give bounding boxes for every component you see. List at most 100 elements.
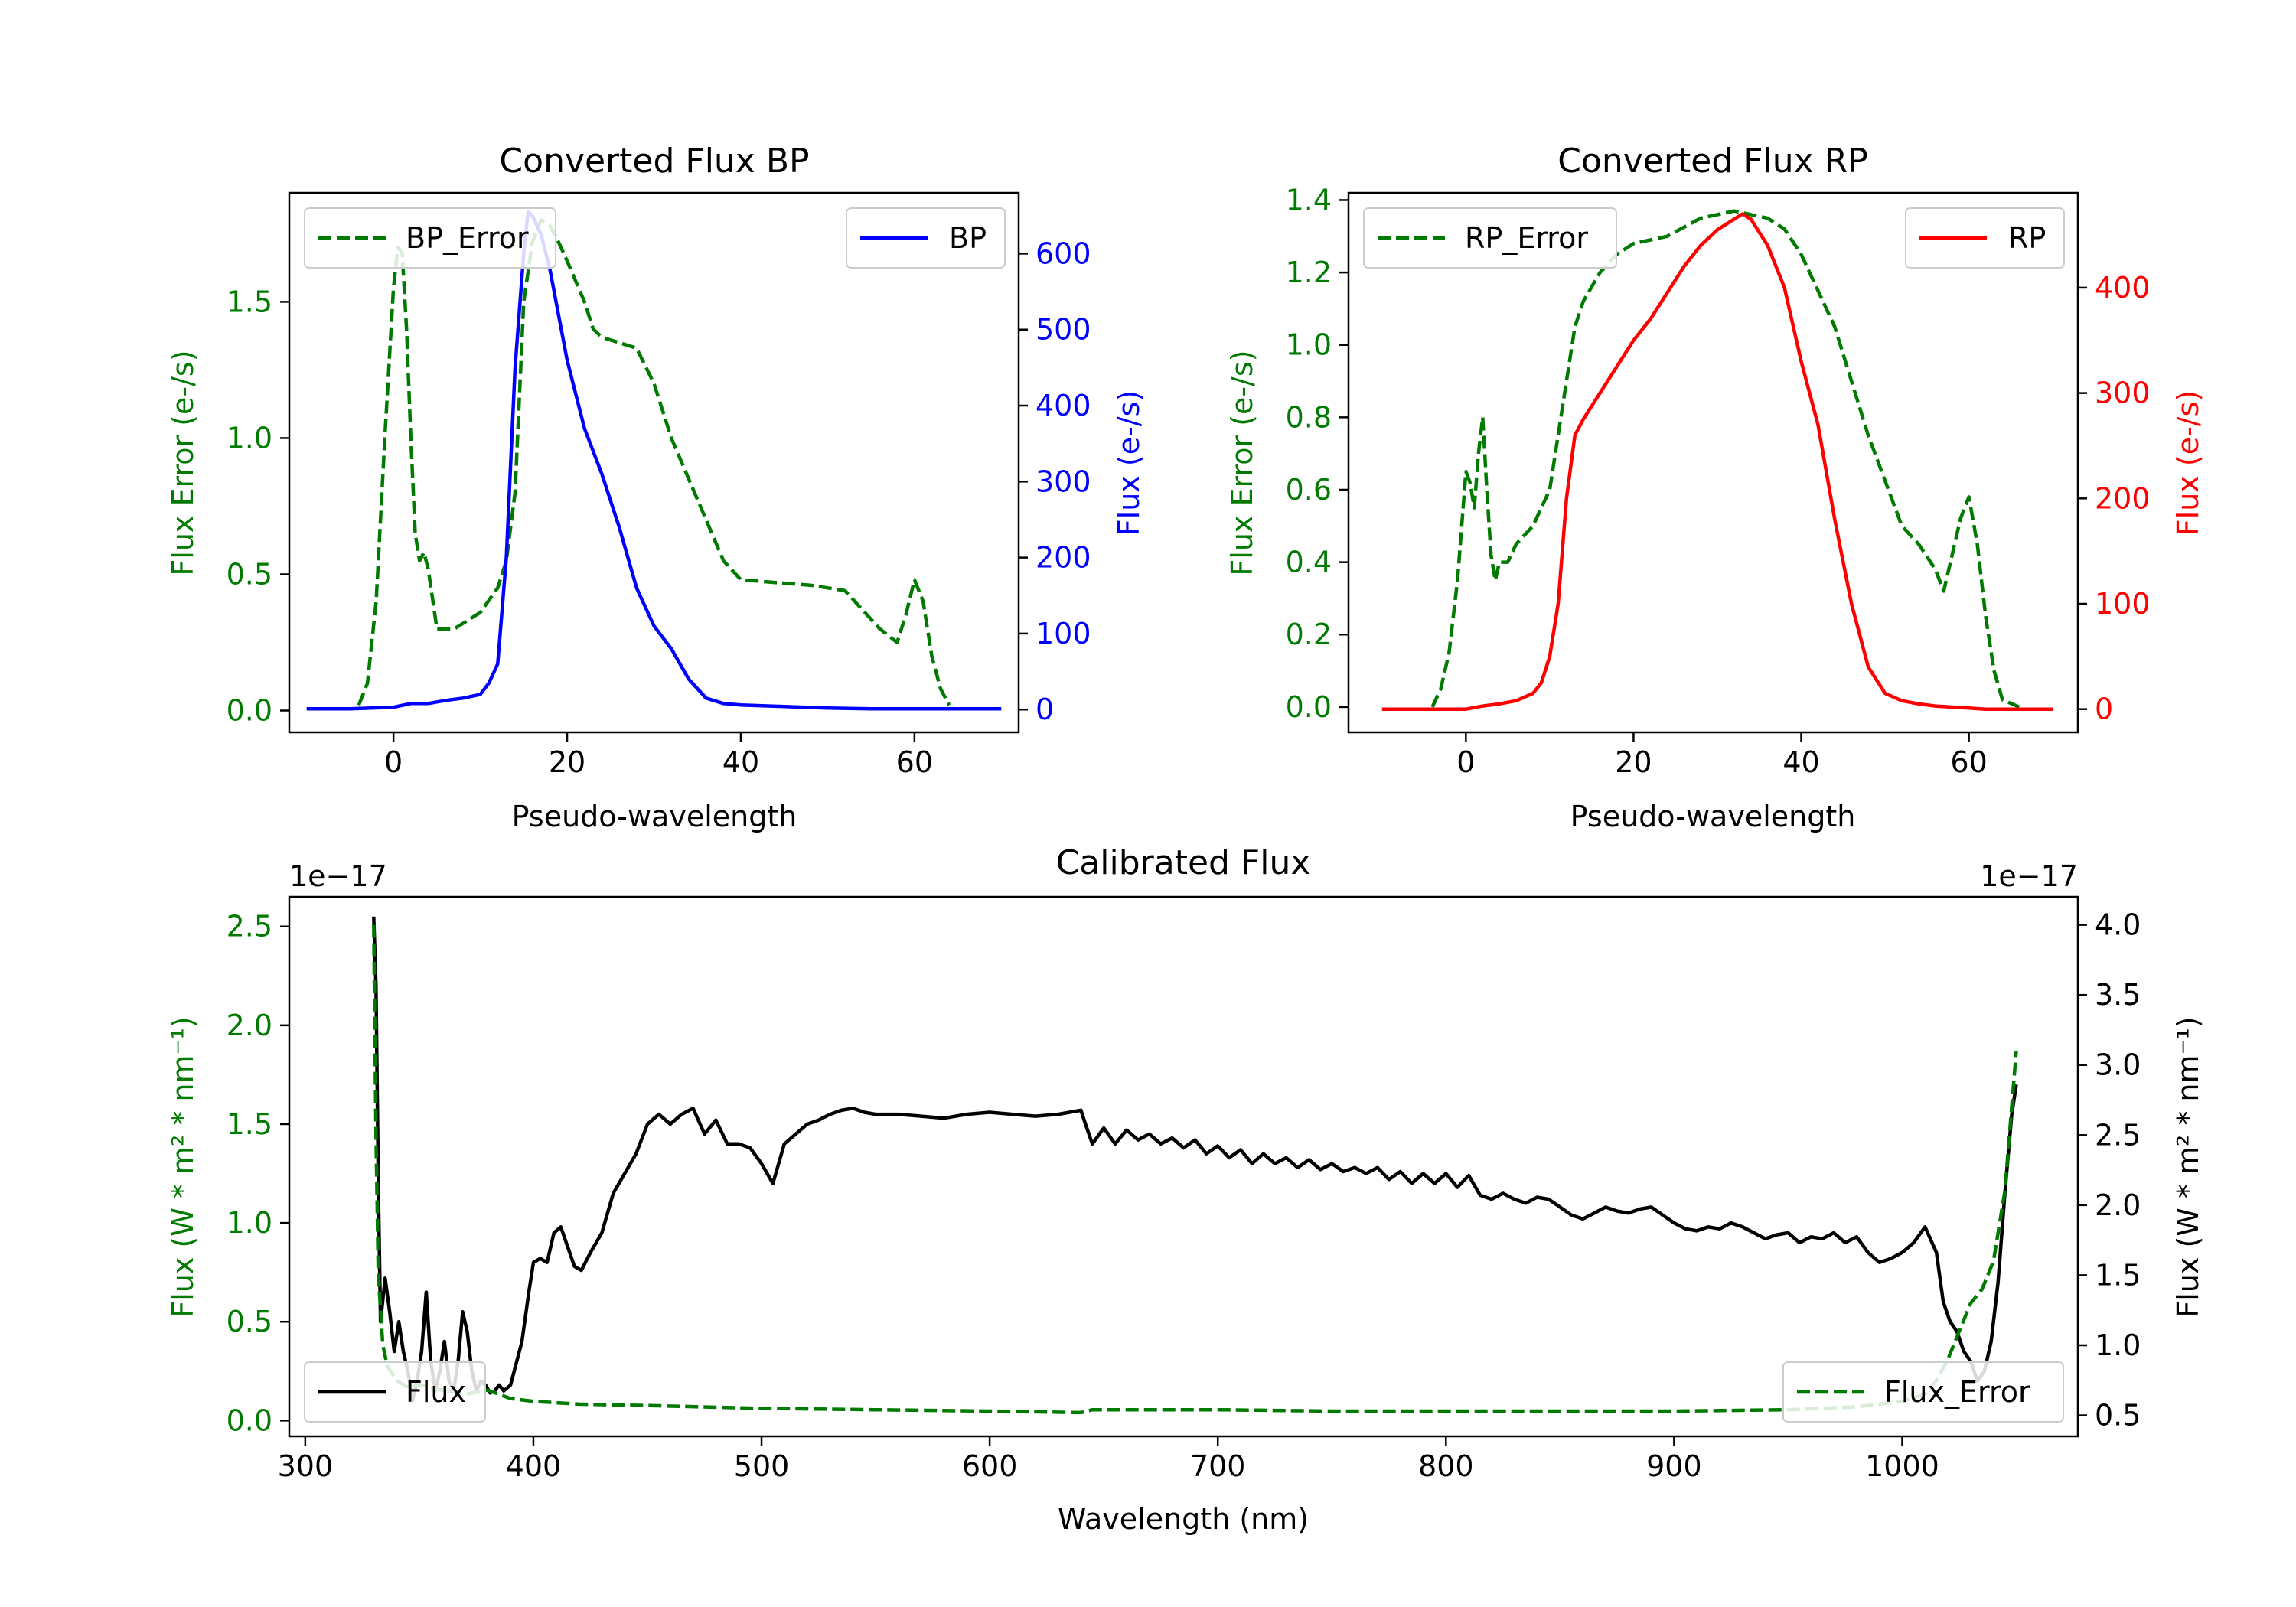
y-tick-label-right: 3.5 <box>2095 978 2141 1012</box>
offset-label-left: 1e−17 <box>289 859 387 893</box>
y-tick-label-left: 0.2 <box>1286 618 1332 651</box>
y-tick-label-right: 100 <box>1035 617 1091 650</box>
y-tick-label-left: 2.5 <box>227 910 272 944</box>
legend-left: RP_Error <box>1363 207 1617 269</box>
x-axis-label: Pseudo-wavelength <box>1570 800 1856 833</box>
y-tick-label-left: 1.0 <box>227 1206 272 1240</box>
plot-area <box>1381 209 2053 711</box>
legend-box <box>1782 1361 2064 1423</box>
x-tick-label: 1000 <box>1865 1449 1939 1483</box>
x-tick-label: 0 <box>1456 745 1475 779</box>
y-axis-label-right: Flux (W * m² * nm⁻¹) <box>2171 1016 2205 1317</box>
y-axis-label-right: Flux (e-/s) <box>2171 390 2205 536</box>
y-tick-label-right: 200 <box>2095 481 2151 515</box>
offset-label-right: 1e−17 <box>1980 859 2078 893</box>
y-tick-label-left: 2.0 <box>227 1009 272 1042</box>
x-tick-label: 60 <box>1950 745 1987 779</box>
y-tick-label-right: 200 <box>1035 541 1091 575</box>
y-axis-label-left: Flux Error (e-/s) <box>166 350 200 575</box>
chart-title: Converted Flux RP <box>1557 142 1868 181</box>
y-tick-label-right: 0.5 <box>2095 1399 2141 1433</box>
y-tick-label-left: 0.4 <box>1286 546 1332 579</box>
y-tick-label-right: 1.0 <box>2095 1328 2141 1362</box>
y-tick-label-right: 300 <box>1035 464 1091 498</box>
chart-title: Converted Flux BP <box>499 142 809 181</box>
x-tick-label: 500 <box>734 1449 790 1483</box>
chart-converted-flux-rp: Converted Flux RP 0 20 40 60 0.0 0.2 0.4 0.6 0.8… <box>1225 142 2205 833</box>
x-axis-label: Pseudo-wavelength <box>512 800 797 833</box>
y-tick-label-right: 400 <box>1035 389 1091 422</box>
y-tick-label-left: 1.0 <box>1286 328 1332 362</box>
chart-calibrated-flux: Calibrated Flux 1e−17 1e−17 300 400 500 600… <box>166 843 2205 1536</box>
y-tick-label-right: 4.0 <box>2095 908 2141 942</box>
axis-ticks: 0 20 40 60 0.0 0.5 1.0 1.5 0 100 200 300 400 500 600 <box>227 236 1091 779</box>
legend-label-bp: BP <box>949 221 987 255</box>
y-axis-label-left: Flux (W * m² * nm⁻¹) <box>166 1016 200 1317</box>
y-tick-label-right: 2.0 <box>2095 1188 2141 1222</box>
x-tick-label: 700 <box>1190 1449 1246 1483</box>
plot-frame <box>288 191 1020 734</box>
y-tick-label-left: 1.4 <box>1286 183 1332 217</box>
series-line-rp-error <box>1430 209 2020 709</box>
y-tick-label-left: 1.5 <box>227 1107 272 1141</box>
legend-right: RP <box>1905 207 2065 269</box>
y-tick-label-left: 0.0 <box>227 1403 272 1437</box>
y-tick-label-left: 0.5 <box>227 1305 272 1338</box>
y-tick-label-left: 0.0 <box>1286 690 1332 724</box>
x-tick-label: 20 <box>549 745 585 779</box>
x-axis-label: Wavelength (nm) <box>1058 1502 1309 1536</box>
y-tick-label-left: 0.6 <box>1286 473 1332 507</box>
y-tick-label-right: 2.5 <box>2095 1118 2141 1152</box>
x-tick-label: 900 <box>1646 1449 1702 1483</box>
y-tick-label-right: 0 <box>2095 693 2113 726</box>
y-tick-label-right: 1.5 <box>2095 1258 2141 1292</box>
chart-title: Calibrated Flux <box>1056 843 1311 882</box>
y-tick-label-right: 300 <box>2095 376 2151 410</box>
y-tick-label-left: 1.5 <box>227 285 272 318</box>
y-axis-label-right: Flux (e-/s) <box>1112 390 1146 536</box>
x-tick-label: 40 <box>722 745 759 779</box>
legend-box <box>304 207 556 269</box>
y-tick-label-left: 1.2 <box>1286 256 1332 289</box>
x-tick-label: 400 <box>506 1449 562 1483</box>
axis-ticks: 300 400 500 600 700 800 900 1000 0.0 0.5 1.0 1.5 2.0… <box>227 908 2141 1483</box>
x-tick-label: 800 <box>1418 1449 1474 1483</box>
plot-area <box>372 916 2018 1415</box>
series-line-bp <box>306 210 1002 711</box>
y-tick-label-right: 500 <box>1035 313 1091 347</box>
plot-frame <box>1347 191 2079 734</box>
x-tick-label: 0 <box>384 745 403 779</box>
y-tick-label-left: 0.5 <box>227 557 272 591</box>
x-tick-label: 600 <box>962 1449 1018 1483</box>
legend-label-flux: Flux <box>406 1375 466 1409</box>
legend-left: BP_Error <box>304 207 556 269</box>
legend-label-rp-error: RP_Error <box>1465 221 1588 255</box>
y-tick-label-left: 1.0 <box>227 421 272 455</box>
legend-box <box>304 1361 486 1423</box>
y-axis-label-left: Flux Error (e-/s) <box>1225 350 1259 575</box>
y-tick-label-right: 3.0 <box>2095 1048 2141 1082</box>
x-tick-label: 40 <box>1782 745 1819 779</box>
y-tick-label-left: 0.0 <box>227 694 272 728</box>
axis-ticks: 0 20 40 60 0.0 0.2 0.4 0.6 0.8 1.0 1.2 1.4 0 100 200 30… <box>1286 183 2151 779</box>
x-tick-label: 300 <box>278 1449 334 1483</box>
legend-label-flux-error: Flux_Error <box>1884 1375 2030 1409</box>
legend-label-rp: RP <box>2008 221 2046 255</box>
series-line-flux-error <box>372 924 2018 1415</box>
y-tick-label-right: 400 <box>2095 271 2151 305</box>
y-tick-label-right: 100 <box>2095 587 2151 621</box>
legend-left: Flux <box>304 1361 486 1423</box>
legend-label-bp-error: BP_Error <box>406 221 529 255</box>
y-tick-label-right: 600 <box>1035 236 1091 270</box>
x-tick-label: 60 <box>896 745 933 779</box>
y-tick-label-left: 0.8 <box>1286 400 1332 434</box>
legend-right: Flux_Error <box>1782 1361 2064 1423</box>
legend-box <box>1363 207 1617 269</box>
x-tick-label: 20 <box>1615 745 1652 779</box>
plot-frame <box>288 895 2079 1438</box>
legend-right: BP <box>846 207 1006 269</box>
series-line-rp <box>1381 212 2053 711</box>
chart-converted-flux-bp: Converted Flux BP 0 20 40 60 0.0 0.5 1.0 1.5 0 10… <box>166 142 1146 833</box>
y-tick-label-right: 0 <box>1035 693 1054 726</box>
